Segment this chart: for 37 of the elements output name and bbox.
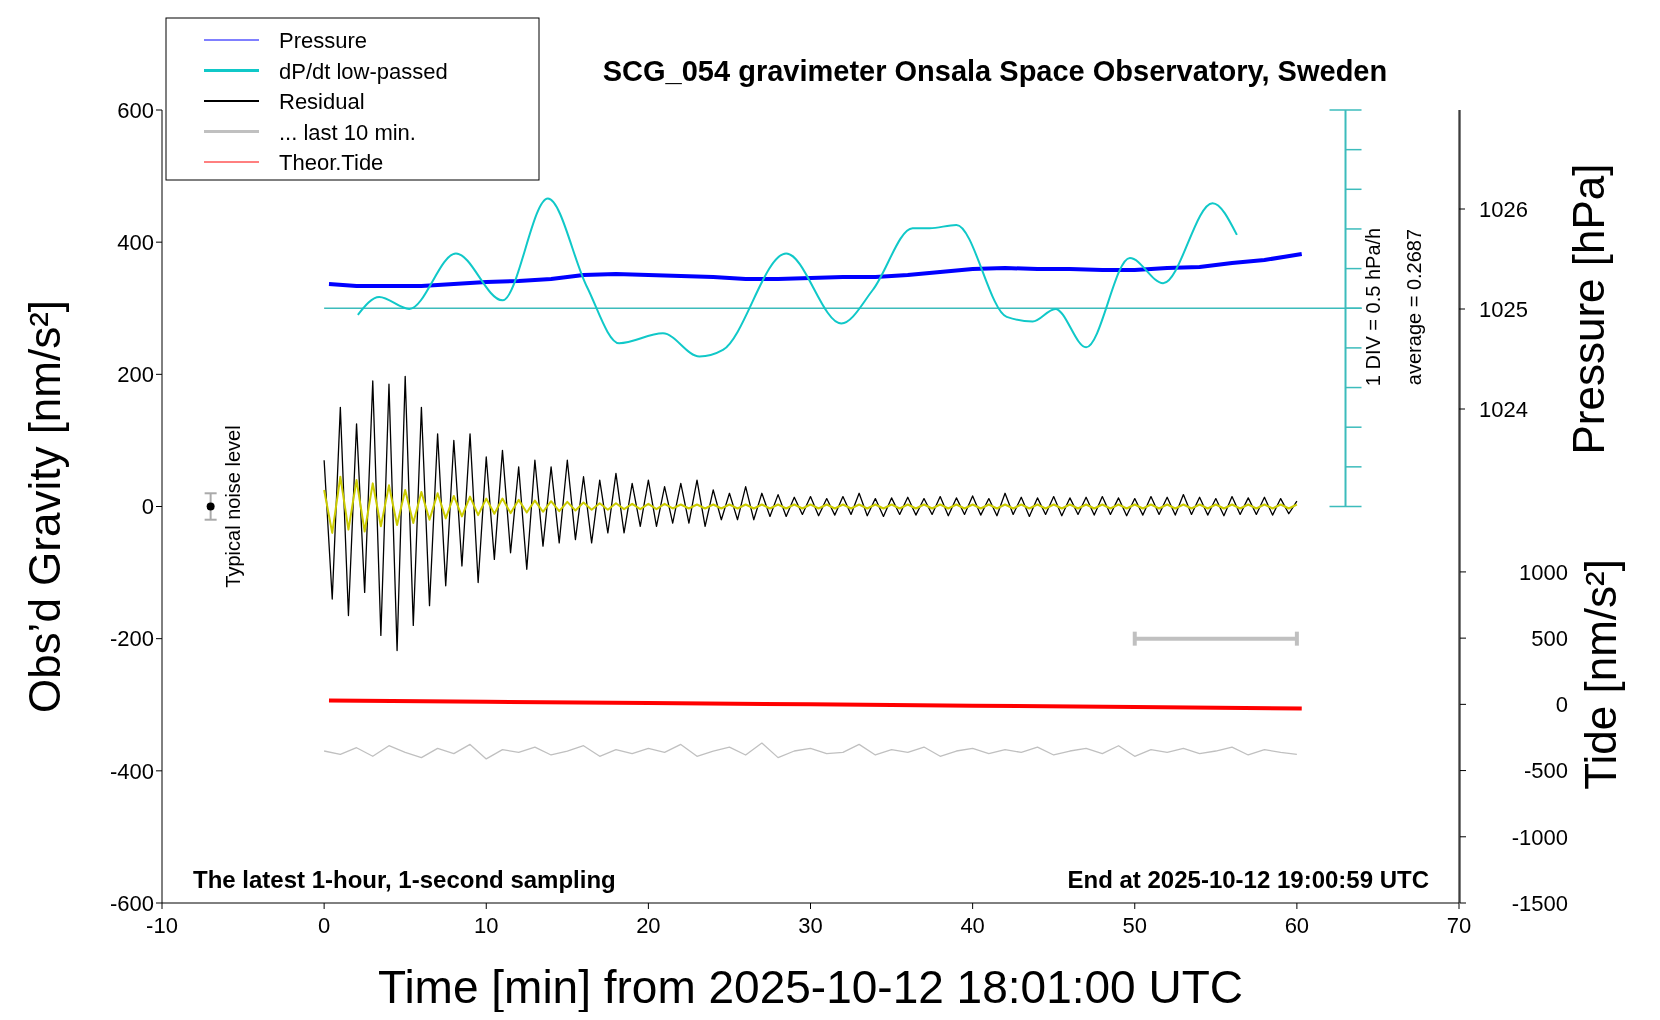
y3-tick-label: -1500	[1511, 890, 1568, 916]
legend-label: ... last 10 min.	[279, 119, 416, 145]
y-tick-label: -200	[109, 626, 154, 652]
x-tick-label: 30	[798, 912, 823, 938]
x-tick-label: 50	[1122, 912, 1147, 938]
y-tick-label: -400	[109, 758, 154, 784]
y3-tick-label: -1000	[1511, 824, 1568, 850]
y2-tick-label: 1026	[1479, 196, 1528, 222]
y3-axis-title: Tide [nm/s²]	[1576, 559, 1625, 790]
legend-label: Theor.Tide	[279, 150, 384, 175]
x-tick-label: 40	[960, 912, 985, 938]
y3-tick-label: -500	[1523, 758, 1568, 784]
y2-tick-label: 1024	[1479, 396, 1528, 422]
y3-tick-label: 500	[1531, 625, 1568, 651]
y3-tick-label: 1000	[1519, 559, 1568, 585]
y-tick-label: 600	[117, 97, 154, 123]
legend-label: Residual	[279, 89, 365, 114]
annotation: Typical noise level	[221, 425, 244, 588]
annotation: End at 2025-10-12 19:00:59 UTC	[1067, 866, 1429, 893]
x-tick-label: 20	[636, 912, 661, 938]
x-tick-label: 0	[318, 912, 331, 938]
annotation: average = 0.2687	[1403, 228, 1425, 386]
y-tick-label: 400	[117, 229, 154, 255]
x-tick-label: 10	[474, 912, 499, 938]
x-tick-label: 60	[1284, 912, 1310, 938]
x-tick-label: 70	[1446, 912, 1472, 938]
y2-axis-title: Pressure [hPa]	[1564, 163, 1613, 455]
y-tick-label: 200	[117, 362, 154, 388]
annotation: The latest 1-hour, 1-second sampling	[193, 866, 616, 893]
y-axis-title: Obs’d Gravity [nm/s²]	[20, 299, 69, 714]
y3-tick-label: 0	[1555, 692, 1568, 718]
annotation: 1 DIV = 0.5 hPa/h	[1362, 227, 1384, 387]
legend-label: dP/dt low-passed	[279, 58, 448, 84]
legend-label: Pressure	[279, 28, 368, 53]
y-tick-label: 0	[141, 494, 154, 520]
y2-tick-label: 1025	[1479, 296, 1528, 322]
chart-title: SCG_054 gravimeter Onsala Space Observatory, Sweden	[602, 55, 1388, 87]
